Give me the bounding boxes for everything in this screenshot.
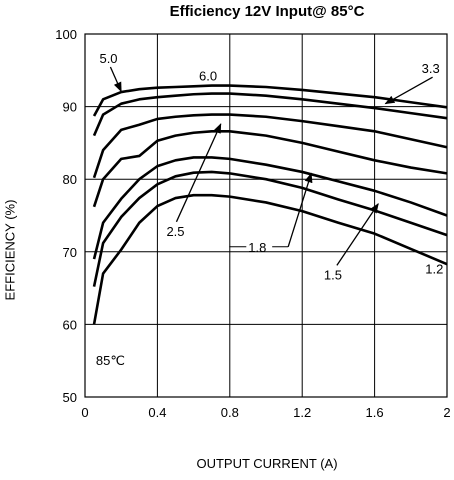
x-tick-label: 2 [443, 405, 450, 420]
plot-frame [84, 33, 448, 398]
x-tick-label: 0.8 [221, 405, 239, 420]
x-tick-label: 1.2 [293, 405, 311, 420]
x-tick-label: 0 [81, 405, 88, 420]
y-tick-label: 90 [63, 100, 77, 115]
series-line-1-8 [92, 156, 448, 260]
temperature-annotation: 85℃ [96, 353, 125, 368]
y-tick-label: 50 [63, 390, 77, 405]
label-arrow [109, 66, 122, 93]
series-label-2-5: 2.5 [166, 224, 184, 239]
y-tick-label: 60 [63, 317, 77, 332]
series-label-5-0: 5.0 [99, 51, 117, 66]
series-line-2-5 [92, 129, 448, 208]
series-label-1-2: 1.2 [425, 262, 443, 277]
tick-labels: 0 0.4 0.8 1.2 1.6 2 50 60 70 80 90 100 [55, 27, 450, 420]
series-line-1-2 [92, 193, 448, 325]
series-line-5-0 [92, 84, 448, 117]
x-axis-label: OUTPUT CURRENT (A) [196, 456, 338, 471]
chart-title: Efficiency 12V Input@ 85°C [169, 3, 365, 20]
series-label-1-8: 1.8 [248, 240, 266, 255]
label-arrow [287, 172, 313, 247]
x-tick-label: 0.4 [148, 405, 166, 420]
y-tick-label: 100 [55, 27, 77, 42]
label-arrow [384, 76, 433, 105]
label-arrow [175, 123, 222, 223]
x-tick-label: 1.6 [366, 405, 384, 420]
series-lines [92, 84, 448, 325]
y-tick-label: 70 [63, 245, 77, 260]
series-labels: 5.0 6.0 3.3 2.5 1.8 1.5 1.2 85℃ [96, 51, 443, 368]
label-arrow [336, 203, 379, 266]
series-label-1-5: 1.5 [324, 267, 342, 282]
series-line-3-3 [92, 113, 448, 179]
series-label-6-0: 6.0 [199, 68, 217, 83]
y-tick-label: 80 [63, 172, 77, 187]
series-line-6-0 [92, 92, 448, 137]
series-line-1-5 [92, 170, 448, 287]
series-label-3-3: 3.3 [422, 61, 440, 76]
